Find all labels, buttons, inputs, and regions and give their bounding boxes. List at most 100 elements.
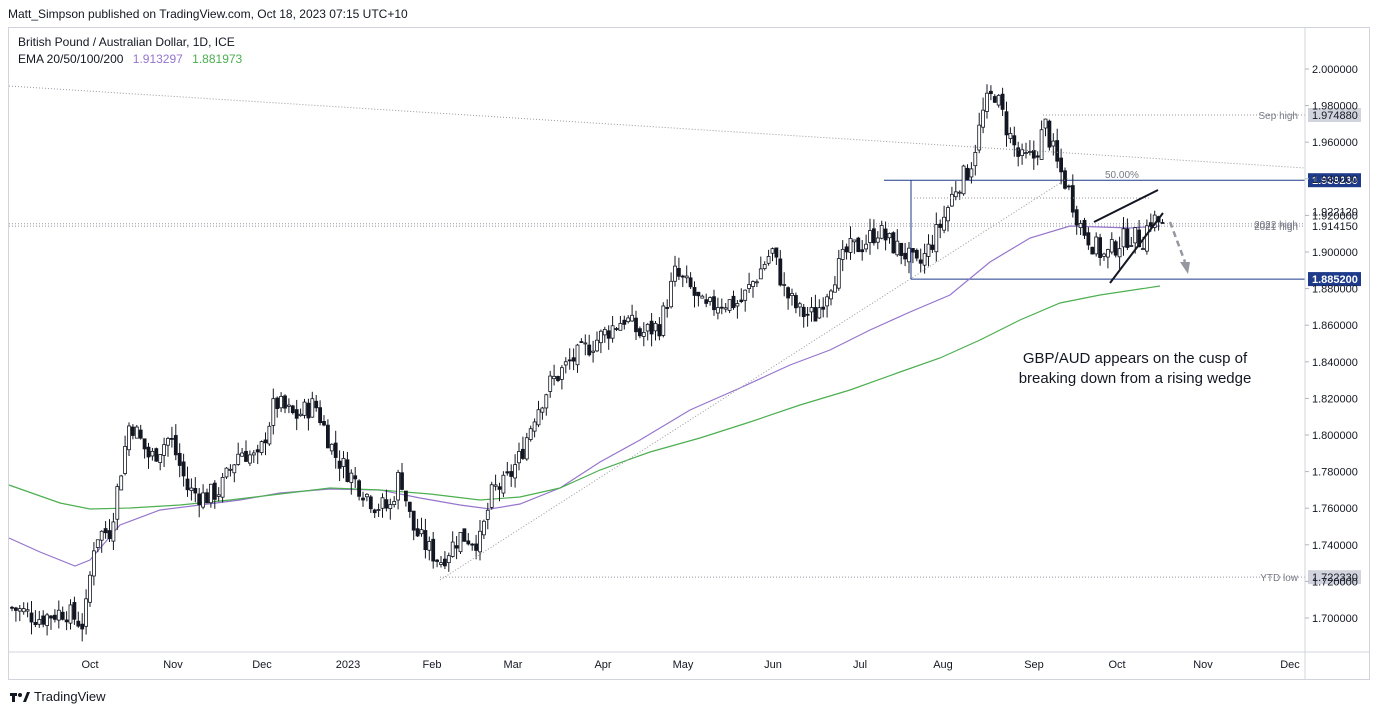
candle-body xyxy=(938,223,943,228)
candle xyxy=(521,436,525,460)
candle-body xyxy=(875,237,880,243)
candle-body xyxy=(856,237,861,253)
candle xyxy=(657,317,662,341)
candle xyxy=(244,440,248,462)
candle xyxy=(790,288,794,306)
ema-100-line xyxy=(8,225,1161,567)
candle xyxy=(49,614,53,630)
candle-body xyxy=(673,265,677,282)
candle-body xyxy=(353,475,358,480)
candle-body xyxy=(318,407,323,424)
candle-body xyxy=(333,442,338,458)
candle xyxy=(279,392,284,413)
candle-body xyxy=(669,280,673,308)
candle-body xyxy=(645,323,650,332)
candle xyxy=(1137,220,1141,248)
candle-body xyxy=(981,109,985,128)
candle xyxy=(64,611,69,631)
candle xyxy=(766,249,771,266)
candle xyxy=(10,605,14,612)
candle-body xyxy=(341,457,346,467)
candle xyxy=(1113,239,1118,258)
candle-body xyxy=(1141,248,1145,250)
candle-body xyxy=(325,424,330,449)
candle xyxy=(1024,142,1028,159)
candle xyxy=(583,334,588,356)
candle xyxy=(481,519,486,539)
candle-body xyxy=(403,490,408,502)
candle-body xyxy=(766,256,771,264)
candle xyxy=(829,289,833,306)
candle-body xyxy=(345,459,350,482)
candle-body xyxy=(1109,239,1114,253)
candle xyxy=(755,279,759,287)
candle-body xyxy=(836,258,841,289)
candle xyxy=(938,219,943,239)
candle xyxy=(99,530,104,553)
candle-body xyxy=(123,446,127,474)
candle xyxy=(747,272,751,294)
candle xyxy=(965,164,970,181)
x-tick-label: Nov xyxy=(163,659,183,671)
candle-body xyxy=(1113,241,1118,256)
tradingview-brand[interactable]: TradingView xyxy=(10,689,106,704)
candle-body xyxy=(400,472,404,490)
candle xyxy=(762,261,767,271)
candle xyxy=(860,240,865,261)
candle-body xyxy=(64,619,69,623)
candle xyxy=(146,442,151,469)
candle xyxy=(634,310,638,340)
candle xyxy=(622,315,627,330)
candle xyxy=(661,302,666,338)
candle xyxy=(95,539,100,553)
candle xyxy=(353,467,358,488)
candle xyxy=(415,518,420,538)
candle xyxy=(236,442,241,466)
candle xyxy=(602,326,607,343)
candle-body xyxy=(599,330,603,344)
price-label-text: 1.885200 xyxy=(1312,274,1358,286)
y-tick-label: 1.920000 xyxy=(1312,210,1358,222)
level-name-label: 2022 high xyxy=(1254,220,1298,231)
candle xyxy=(1145,219,1149,255)
candle-body xyxy=(751,281,755,287)
candle xyxy=(1106,248,1110,269)
candle-body xyxy=(220,477,225,498)
candle xyxy=(493,474,498,491)
candle-body xyxy=(1086,232,1091,246)
candle xyxy=(228,464,233,477)
candle-body xyxy=(735,303,740,307)
candle-body xyxy=(489,484,494,508)
candle-body xyxy=(310,398,315,418)
candle-body xyxy=(723,307,728,310)
candle-body xyxy=(193,488,198,494)
candle xyxy=(743,289,748,312)
candle xyxy=(111,512,116,551)
candle-body xyxy=(696,291,701,297)
candle xyxy=(33,610,38,628)
candle-body xyxy=(56,609,61,621)
candle xyxy=(478,519,482,561)
candle xyxy=(392,496,397,508)
candle xyxy=(852,239,857,254)
candle-body xyxy=(961,165,966,195)
candle xyxy=(563,357,568,374)
candle xyxy=(517,442,521,471)
price-label-box xyxy=(1308,219,1361,234)
candle-body xyxy=(953,191,958,198)
candle xyxy=(735,300,740,319)
candle xyxy=(805,306,810,327)
candle xyxy=(169,426,174,448)
candle-body xyxy=(458,531,463,553)
candle xyxy=(423,518,428,559)
candle-body xyxy=(610,325,615,339)
candle xyxy=(41,610,46,628)
candle xyxy=(45,612,49,636)
candle xyxy=(872,219,876,246)
candle-body xyxy=(692,287,697,296)
candle-body xyxy=(770,248,775,254)
candle-body xyxy=(368,496,373,510)
candle xyxy=(349,469,354,495)
candle-body xyxy=(286,404,291,407)
